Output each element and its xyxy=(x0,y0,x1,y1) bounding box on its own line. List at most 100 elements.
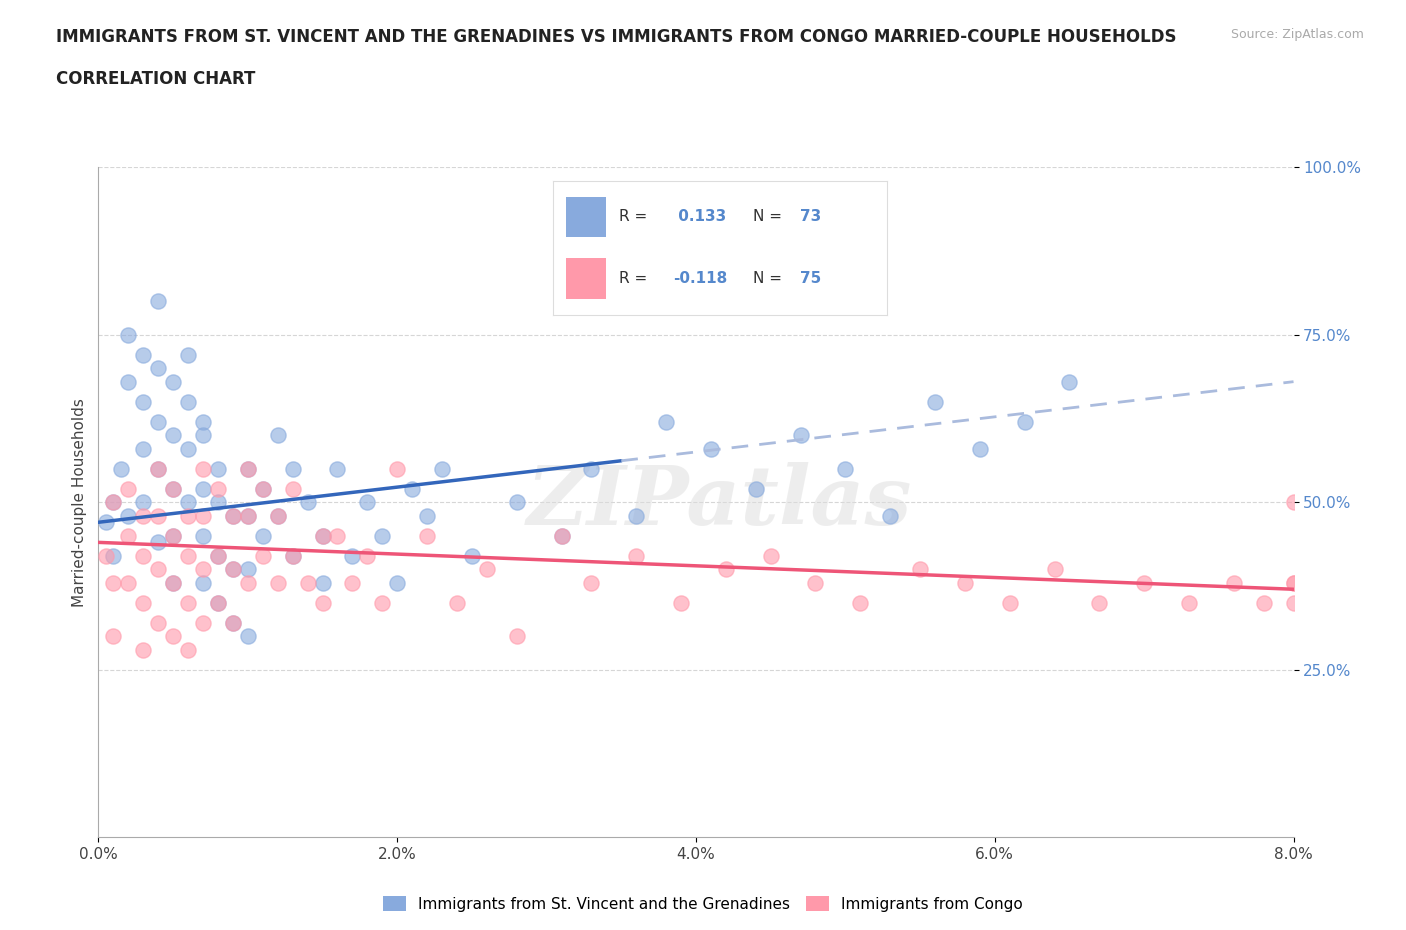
Point xyxy=(326,461,349,476)
Point xyxy=(297,495,319,510)
Point xyxy=(132,642,155,657)
Point xyxy=(191,415,214,430)
Point xyxy=(117,327,139,342)
Point xyxy=(207,595,229,610)
Point xyxy=(430,461,453,476)
Point xyxy=(148,535,170,550)
Point xyxy=(356,549,378,564)
Point xyxy=(236,562,259,577)
Point xyxy=(326,528,349,543)
Point xyxy=(1043,562,1066,577)
Point xyxy=(148,415,170,430)
Point xyxy=(177,642,200,657)
Point xyxy=(207,549,229,564)
Point xyxy=(162,575,184,590)
Point xyxy=(222,508,245,523)
Point xyxy=(416,508,439,523)
Text: ZIPatlas: ZIPatlas xyxy=(527,462,912,542)
Point xyxy=(207,549,229,564)
Text: CORRELATION CHART: CORRELATION CHART xyxy=(56,70,256,87)
Point xyxy=(342,549,364,564)
Point xyxy=(191,461,214,476)
Legend: Immigrants from St. Vincent and the Grenadines, Immigrants from Congo: Immigrants from St. Vincent and the Gren… xyxy=(377,889,1029,918)
Point xyxy=(132,348,155,363)
Point xyxy=(162,528,184,543)
Point xyxy=(252,528,274,543)
Point xyxy=(1222,575,1246,590)
Point xyxy=(148,461,170,476)
Point xyxy=(191,528,214,543)
Point xyxy=(177,549,200,564)
Point xyxy=(191,562,214,577)
Point xyxy=(297,575,319,590)
Point xyxy=(550,528,572,543)
Point xyxy=(207,495,229,510)
Point xyxy=(148,461,170,476)
Point xyxy=(94,515,117,530)
Point xyxy=(267,508,290,523)
Point xyxy=(191,575,214,590)
Point xyxy=(506,495,529,510)
Point xyxy=(191,428,214,443)
Point xyxy=(1088,595,1111,610)
Y-axis label: Married-couple Households: Married-couple Households xyxy=(72,398,87,606)
Point xyxy=(1178,595,1201,610)
Point xyxy=(207,482,229,497)
Point xyxy=(714,562,737,577)
Point xyxy=(148,361,170,376)
Point xyxy=(132,394,155,409)
Point xyxy=(132,508,155,523)
Point xyxy=(236,508,259,523)
Text: IMMIGRANTS FROM ST. VINCENT AND THE GRENADINES VS IMMIGRANTS FROM CONGO MARRIED-: IMMIGRANTS FROM ST. VINCENT AND THE GREN… xyxy=(56,28,1177,46)
Point xyxy=(252,482,274,497)
Point xyxy=(849,595,872,610)
Point xyxy=(236,508,259,523)
Point xyxy=(191,616,214,631)
Point xyxy=(117,482,139,497)
Point xyxy=(236,575,259,590)
Point xyxy=(506,629,529,644)
Point xyxy=(281,549,304,564)
Point xyxy=(162,374,184,389)
Point xyxy=(103,495,125,510)
Point xyxy=(162,428,184,443)
Point xyxy=(148,616,170,631)
Point xyxy=(162,575,184,590)
Point xyxy=(1282,575,1305,590)
Point xyxy=(267,428,290,443)
Point xyxy=(371,528,394,543)
Point xyxy=(446,595,468,610)
Point xyxy=(745,482,768,497)
Point xyxy=(356,495,378,510)
Point xyxy=(998,595,1021,610)
Point xyxy=(581,461,603,476)
Point xyxy=(177,508,200,523)
Point xyxy=(117,374,139,389)
Point xyxy=(311,528,333,543)
Point xyxy=(311,595,333,610)
Text: Source: ZipAtlas.com: Source: ZipAtlas.com xyxy=(1230,28,1364,41)
Point xyxy=(162,528,184,543)
Point xyxy=(281,461,304,476)
Point xyxy=(117,508,139,523)
Point xyxy=(953,575,976,590)
Point xyxy=(1282,495,1305,510)
Point xyxy=(162,482,184,497)
Point xyxy=(401,482,423,497)
Point xyxy=(132,549,155,564)
Point xyxy=(103,495,125,510)
Point xyxy=(103,629,125,644)
Point xyxy=(461,549,484,564)
Point xyxy=(148,294,170,309)
Point xyxy=(789,428,811,443)
Point xyxy=(222,562,245,577)
Point xyxy=(177,348,200,363)
Point xyxy=(655,415,678,430)
Point xyxy=(281,482,304,497)
Point xyxy=(1282,575,1305,590)
Point xyxy=(475,562,498,577)
Point xyxy=(416,528,439,543)
Point xyxy=(267,508,290,523)
Point xyxy=(252,549,274,564)
Point xyxy=(759,549,782,564)
